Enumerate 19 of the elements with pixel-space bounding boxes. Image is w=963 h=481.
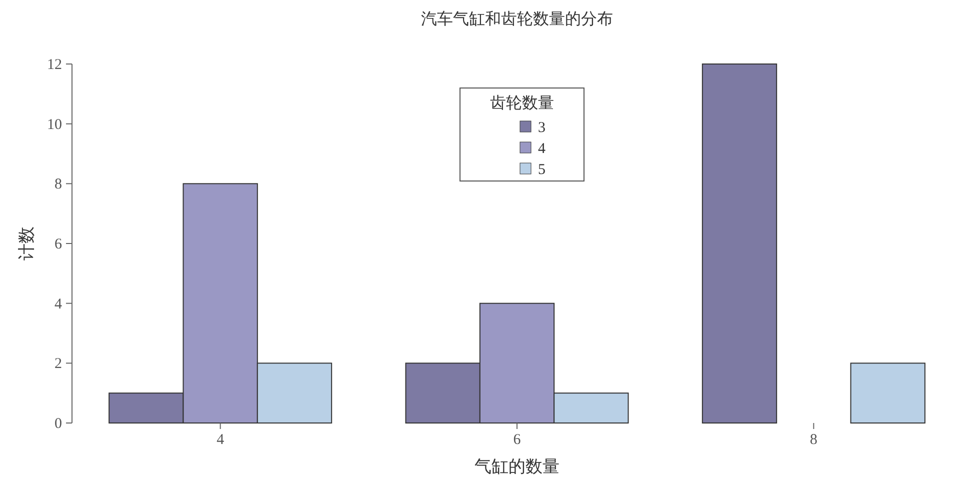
bar [702, 64, 778, 424]
x-axis-title: 气缸的数量 [474, 457, 560, 476]
y-tick-label: 2 [54, 356, 62, 372]
x-tick-label: 8 [810, 432, 818, 448]
bar [850, 362, 926, 424]
y-tick-label: 12 [47, 57, 62, 73]
legend-label: 3 [538, 120, 546, 136]
legend-label: 4 [538, 141, 546, 157]
x-tick-label: 4 [216, 432, 225, 448]
y-tick-label: 4 [54, 296, 62, 312]
y-tick-label: 0 [54, 416, 62, 432]
legend-label: 5 [538, 162, 546, 178]
y-tick-label: 6 [54, 236, 62, 252]
y-axis-title: 计数 [17, 226, 36, 260]
y-tick-label: 10 [47, 116, 62, 133]
y-tick-label: 8 [54, 176, 62, 193]
chart-title: 汽车气缸和齿轮数量的分布 [421, 10, 613, 28]
x-tick-label: 6 [513, 432, 522, 448]
legend-title: 齿轮数量 [490, 94, 554, 112]
